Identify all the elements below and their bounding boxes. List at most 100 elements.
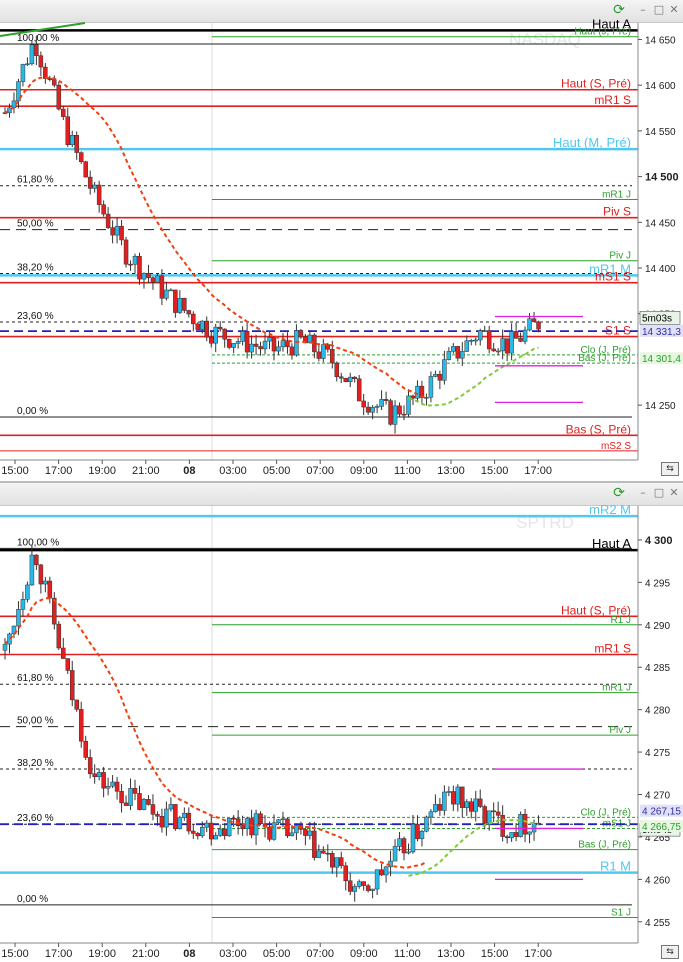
symbol-watermark: SPTRD: [516, 513, 574, 532]
candle-body: [92, 773, 97, 777]
candle-body: [87, 757, 93, 775]
candle-body: [451, 791, 456, 805]
minimize-button[interactable]: –: [640, 3, 646, 16]
candle-body: [200, 320, 205, 330]
candle-body: [70, 670, 75, 701]
pivot-label: Haut A: [592, 16, 631, 31]
pivot-label: Haut (J, Pré): [574, 27, 631, 38]
candle-body: [374, 869, 380, 890]
candle-body: [464, 801, 470, 808]
candle-body: [240, 825, 245, 829]
candle-body: [347, 376, 353, 382]
refresh-icon[interactable]: ⟳: [613, 2, 625, 18]
candle-body: [446, 791, 452, 793]
candle-body: [455, 786, 461, 805]
price-axis: [638, 506, 683, 943]
candle-body: [303, 829, 308, 836]
refresh-icon[interactable]: ⟳: [613, 485, 625, 501]
candle-body: [240, 331, 245, 342]
candle-body: [208, 822, 214, 840]
candle-body: [217, 326, 223, 330]
candle-body: [150, 804, 156, 815]
candle-body: [52, 79, 57, 86]
candle-body: [473, 798, 478, 812]
candle-body: [217, 828, 223, 836]
pivot-label: mR1 S: [594, 93, 631, 107]
candle-body: [128, 263, 133, 266]
candle-body: [428, 376, 434, 398]
fib-level-label: 23,60 %: [17, 813, 54, 824]
pivot-label: mS2 S: [601, 441, 631, 452]
candle-body: [191, 830, 196, 834]
minimize-button[interactable]: –: [640, 486, 646, 499]
time-tick-label: 05:00: [263, 465, 291, 477]
candle-body: [280, 340, 286, 348]
panel-titlebar: ⟳ – □ ✕: [0, 483, 683, 506]
candle-body: [83, 740, 88, 758]
price-tick-label: 4 275: [645, 748, 670, 759]
candle-body: [65, 116, 71, 146]
time-tick-label: 15:00: [1, 948, 29, 960]
candle-body: [20, 599, 26, 610]
candle-body: [146, 799, 151, 805]
candle-body: [276, 346, 281, 352]
scroll-right-button[interactable]: ⇆: [661, 945, 679, 959]
pivot-label: Haut (S, Pré): [561, 77, 631, 91]
candle-body: [536, 321, 541, 330]
time-tick-label: 13:00: [437, 465, 465, 477]
candle-body: [486, 330, 492, 350]
moving-average-green: [408, 346, 539, 407]
pivot-label: S1 J: [611, 908, 631, 919]
candle-body: [451, 346, 456, 352]
candle-body: [164, 808, 169, 828]
candle-body: [87, 176, 93, 189]
candle-body: [110, 227, 115, 236]
candle-body: [347, 880, 353, 892]
candle-body: [132, 788, 138, 794]
fib-level-label: 23,60 %: [17, 311, 54, 322]
candle-body: [204, 320, 209, 338]
price-chart[interactable]: NASDAQ 100,00 % 61,80 % 50,00 % 38,20 % 23,60…: [0, 0, 683, 478]
candle-body: [164, 289, 169, 299]
pivot-label: Bas (J, Pré): [578, 840, 631, 851]
candle-body: [330, 853, 335, 868]
price-tick-label: 4 300: [645, 535, 673, 547]
moving-average-green: [408, 818, 539, 877]
candle-body: [473, 339, 478, 342]
pivot-label: mR1 M: [589, 261, 631, 276]
maximize-button[interactable]: □: [653, 486, 665, 499]
candle-body: [428, 811, 434, 818]
pivot-label: mR1 J: [602, 189, 631, 200]
candle-body: [280, 818, 286, 821]
candle-body: [410, 823, 416, 853]
candle-body: [61, 108, 66, 117]
price-chart[interactable]: SPTRD 100,00 % 61,80 % 50,00 % 38,20 % 23,60 …: [0, 483, 683, 962]
close-button[interactable]: ✕: [669, 3, 679, 16]
scroll-right-button[interactable]: ⇆: [661, 462, 679, 476]
candle-body: [177, 297, 183, 313]
candle-body: [25, 584, 30, 600]
time-tick-label: 09:00: [350, 465, 378, 477]
candle-body: [7, 633, 12, 645]
time-tick-label: 11:00: [394, 465, 421, 477]
candle-body: [74, 699, 79, 710]
time-tick-label: 09:00: [350, 948, 378, 960]
time-tick-label: 19:00: [88, 465, 116, 477]
candle-body: [61, 647, 66, 659]
candle-body: [137, 255, 142, 280]
candle-body: [101, 772, 106, 789]
candle-body: [226, 818, 232, 837]
candle-body: [74, 135, 79, 153]
candle-body: [437, 373, 443, 381]
candle-body: [469, 340, 474, 342]
candle-body: [20, 64, 26, 82]
candle-body: [119, 791, 124, 804]
candle-body: [155, 814, 160, 817]
close-button[interactable]: ✕: [669, 486, 679, 499]
maximize-button[interactable]: □: [653, 3, 665, 16]
chart-panel-nasdaq: ⟳ – □ ✕ NASDAQ 100,00 % 61,80 % 50,00 % 38,2…: [0, 0, 683, 478]
fib-level-label: 0,00 %: [17, 406, 48, 417]
candle-body: [150, 277, 156, 283]
candle-body: [213, 835, 218, 840]
candle-body: [491, 348, 496, 352]
